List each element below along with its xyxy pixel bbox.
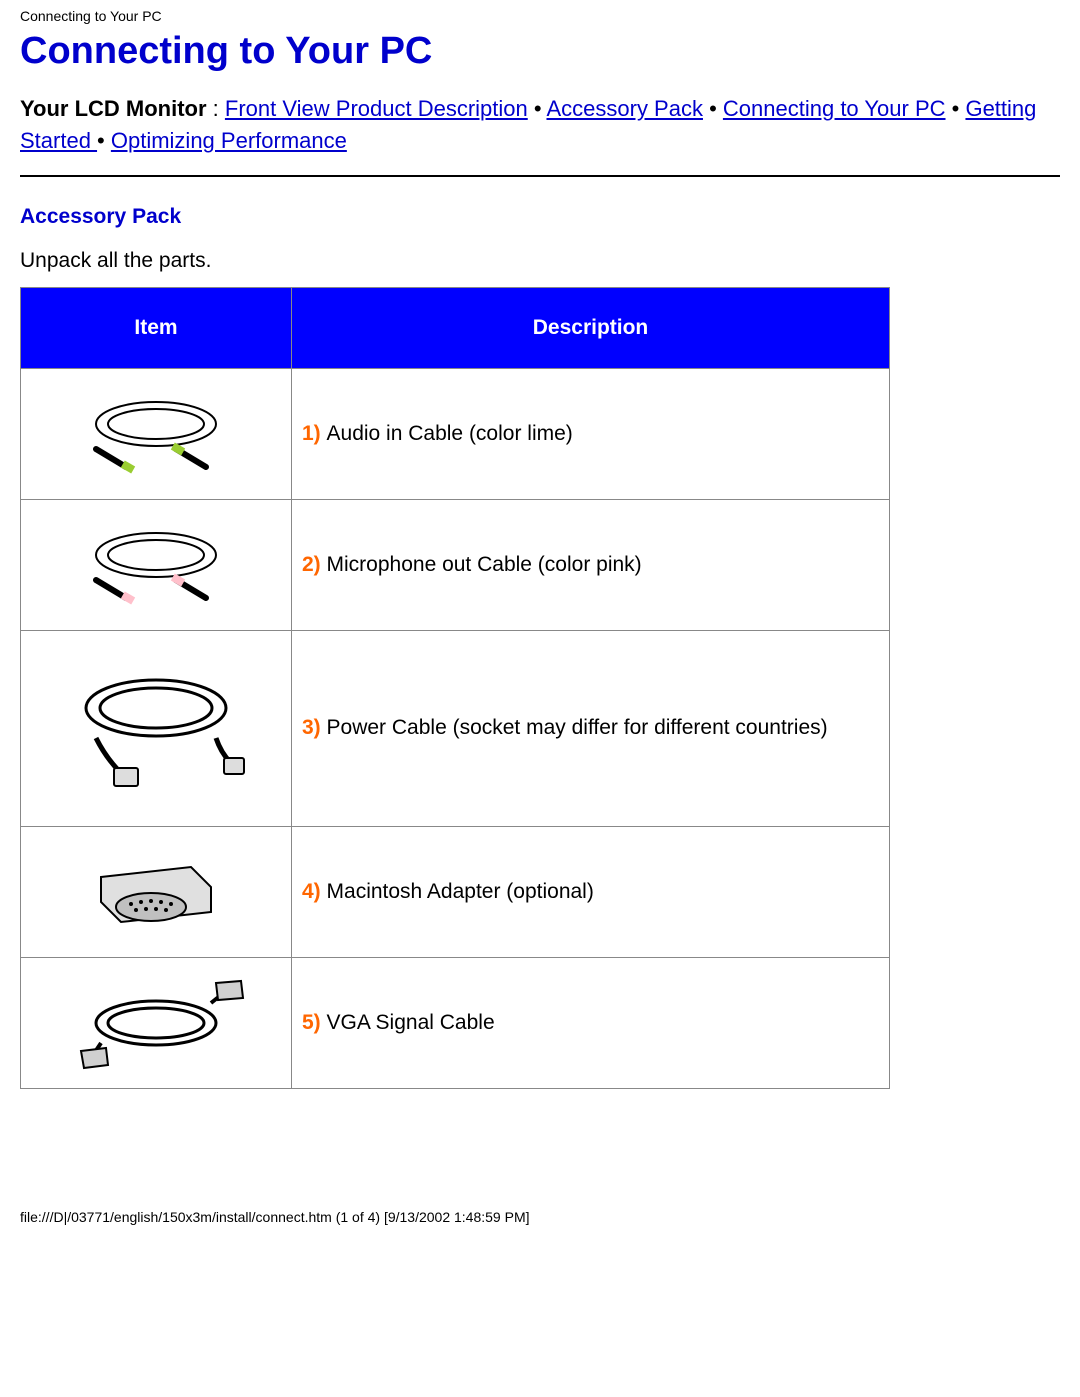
nav-link-optimizing[interactable]: Optimizing Performance xyxy=(111,128,347,153)
instruction-text: Unpack all the parts. xyxy=(0,235,1080,287)
item-description-cell: 1) Audio in Cable (color lime) xyxy=(292,368,890,499)
item-description-cell: 2) Microphone out Cable (color pink) xyxy=(292,499,890,630)
nav-links: Your LCD Monitor : Front View Product De… xyxy=(0,83,1080,175)
table-header-description: Description xyxy=(292,287,890,368)
item-image-cell xyxy=(21,368,292,499)
item-number: 4) xyxy=(302,880,327,903)
table-row: 4) Macintosh Adapter (optional) xyxy=(21,826,890,957)
item-image-cell xyxy=(21,630,292,826)
item-desc: VGA Signal Cable xyxy=(327,1011,495,1034)
item-image-cell xyxy=(21,826,292,957)
accessory-table: Item Description 1) Audio in Cable (colo… xyxy=(20,287,890,1089)
item-desc: Microphone out Cable (color pink) xyxy=(327,553,642,576)
nav-link-connecting[interactable]: Connecting to Your PC xyxy=(723,96,946,121)
section-title: Accessory Pack xyxy=(0,177,1080,235)
item-image-cell xyxy=(21,499,292,630)
item-number: 3) xyxy=(302,716,327,739)
table-row: 2) Microphone out Cable (color pink) xyxy=(21,499,890,630)
nav-prefix: Your LCD Monitor xyxy=(20,96,207,121)
page-header-small: Connecting to Your PC xyxy=(0,0,1080,28)
item-desc: Macintosh Adapter (optional) xyxy=(327,880,594,903)
footer-path: file:///D|/03771/english/150x3m/install/… xyxy=(0,1089,1080,1235)
item-description-cell: 4) Macintosh Adapter (optional) xyxy=(292,826,890,957)
table-header-item: Item xyxy=(21,287,292,368)
nav-bullet: • xyxy=(97,128,111,153)
table-row: 5) VGA Signal Cable xyxy=(21,957,890,1088)
nav-link-front-view[interactable]: Front View Product Description xyxy=(225,96,528,121)
nav-bullet: • xyxy=(946,96,966,121)
nav-link-accessory-pack[interactable]: Accessory Pack xyxy=(546,96,703,121)
table-row: 1) Audio in Cable (color lime) xyxy=(21,368,890,499)
power-cable-icon xyxy=(66,658,246,798)
nav-bullet: • xyxy=(528,96,547,121)
item-image-cell xyxy=(21,957,292,1088)
table-row: 3) Power Cable (socket may differ for di… xyxy=(21,630,890,826)
mac-adapter-icon xyxy=(81,852,231,932)
page-title: Connecting to Your PC xyxy=(0,28,1080,83)
item-number: 2) xyxy=(302,553,327,576)
item-desc: Audio in Cable (color lime) xyxy=(327,422,573,445)
item-description-cell: 3) Power Cable (socket may differ for di… xyxy=(292,630,890,826)
item-number: 1) xyxy=(302,422,327,445)
item-desc: Power Cable (socket may differ for diffe… xyxy=(327,716,828,739)
item-number: 5) xyxy=(302,1011,327,1034)
nav-bullet: • xyxy=(703,96,723,121)
item-description-cell: 5) VGA Signal Cable xyxy=(292,957,890,1088)
vga-cable-icon xyxy=(66,973,246,1073)
nav-sep: : xyxy=(207,96,225,121)
audio-cable-icon xyxy=(76,389,236,479)
mic-cable-icon xyxy=(76,520,236,610)
